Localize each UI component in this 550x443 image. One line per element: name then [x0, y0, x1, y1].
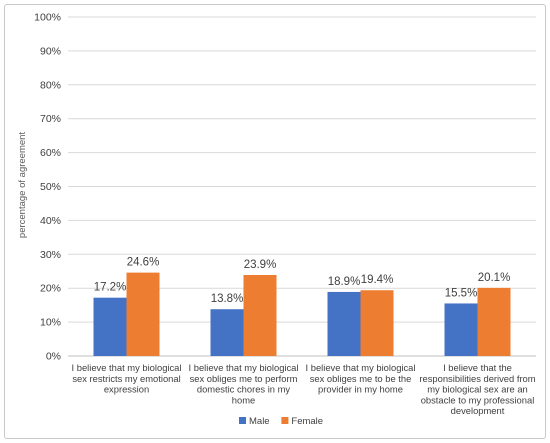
- bar-female-3: [360, 290, 394, 356]
- data-label: 18.9%: [328, 276, 361, 288]
- data-label: 19.4%: [361, 274, 394, 286]
- category-label: I believe that my biological sex restrict…: [72, 362, 182, 395]
- data-label: 13.8%: [211, 293, 244, 305]
- bar-male-2: [210, 309, 244, 356]
- data-labels: 17.2% 13.8% 18.9% 15.5% 24.6% 23.9% 19.4% 20.1%: [94, 257, 511, 306]
- legend: Male Female: [239, 416, 323, 427]
- bar-female-2: [243, 274, 277, 356]
- bar-male-3: [327, 291, 361, 356]
- data-label: 23.9%: [244, 259, 277, 271]
- legend-swatch-male: [239, 417, 246, 424]
- y-tick-label: 80%: [40, 79, 61, 91]
- y-tick-label: 20%: [40, 283, 61, 295]
- category-label: I believe that my biological sex obliges …: [306, 362, 416, 395]
- legend-label-female: Female: [291, 416, 323, 427]
- y-tick-label: 10%: [40, 317, 61, 329]
- data-label: 24.6%: [127, 257, 160, 269]
- category-label: I believe that my biological sex obliges …: [189, 362, 299, 405]
- data-label: 15.5%: [445, 287, 478, 299]
- y-tick-label: 70%: [40, 113, 61, 125]
- legend-swatch-female: [281, 417, 289, 424]
- bars: [93, 272, 511, 356]
- y-tick-label: 60%: [40, 147, 61, 159]
- bar-male-4: [444, 303, 478, 356]
- y-tick-label: 90%: [40, 45, 61, 57]
- y-tick-label: 30%: [40, 249, 61, 261]
- data-label: 17.2%: [94, 282, 127, 294]
- y-axis-label: percentage of agreement: [17, 132, 28, 239]
- y-tick-label: 50%: [40, 181, 61, 193]
- y-tick-label: 40%: [40, 215, 61, 227]
- data-label: 20.1%: [478, 272, 511, 284]
- y-tick-label: 0%: [46, 351, 61, 363]
- chart-frame: [4, 4, 546, 439]
- category-labels: I believe that my biological sex restrict…: [72, 362, 536, 416]
- y-axis-ticks: 0% 10% 20% 30% 40% 50% 60% 70% 80% 90% 100%: [34, 12, 61, 363]
- legend-label-male: Male: [249, 416, 270, 427]
- bar-female-1: [126, 272, 160, 356]
- bar-male-1: [93, 297, 127, 356]
- bar-female-4: [477, 287, 511, 356]
- y-tick-label: 100%: [34, 12, 61, 24]
- category-label: I believe that the responsibilities deriv…: [419, 362, 535, 416]
